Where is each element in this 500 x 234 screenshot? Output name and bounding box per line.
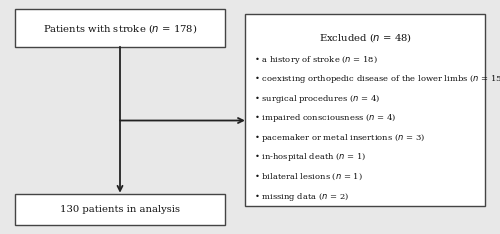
Text: 130 patients in analysis: 130 patients in analysis — [60, 205, 180, 214]
FancyBboxPatch shape — [15, 9, 225, 47]
FancyBboxPatch shape — [245, 14, 485, 206]
Text: • bilateral lesions ($\it{n}$ = 1): • bilateral lesions ($\it{n}$ = 1) — [254, 172, 363, 182]
Text: • in-hospital death ($\it{n}$ = 1): • in-hospital death ($\it{n}$ = 1) — [254, 151, 366, 163]
Text: • surgical procedures ($\it{n}$ = 4): • surgical procedures ($\it{n}$ = 4) — [254, 93, 380, 105]
Text: • a history of stroke ($\it{n}$ = 18): • a history of stroke ($\it{n}$ = 18) — [254, 54, 378, 66]
Text: • impaired consciousness ($\it{n}$ = 4): • impaired consciousness ($\it{n}$ = 4) — [254, 112, 396, 124]
FancyBboxPatch shape — [15, 194, 225, 225]
Text: • pacemaker or metal insertions ($\it{n}$ = 3): • pacemaker or metal insertions ($\it{n}… — [254, 132, 425, 144]
Text: • coexisting orthopedic disease of the lower limbs ($\it{n}$ = 15): • coexisting orthopedic disease of the l… — [254, 73, 500, 85]
Text: Patients with stroke ($\it{n}$ = 178): Patients with stroke ($\it{n}$ = 178) — [43, 22, 197, 35]
Text: Excluded ($\it{n}$ = 48): Excluded ($\it{n}$ = 48) — [318, 31, 412, 44]
Text: • missing data ($\it{n}$ = 2): • missing data ($\it{n}$ = 2) — [254, 190, 349, 203]
